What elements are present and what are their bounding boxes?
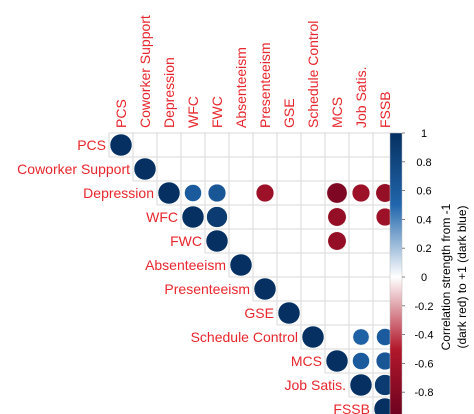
colorbar-tick-label: 0.4 — [416, 214, 431, 226]
corr-circle-depression-fwc — [207, 183, 227, 203]
corr-circle-depression-wfc — [184, 184, 202, 202]
colorbar-tick-label: -0.6 — [415, 358, 434, 370]
row-label-wfc: WFC — [146, 209, 178, 225]
corr-circle-schedule-control-job-satis — [352, 328, 370, 346]
col-label-wfc: WFC — [185, 96, 201, 128]
col-label-absenteeism: Absenteeism — [233, 47, 249, 128]
row-label-pcs: PCS — [77, 137, 106, 153]
corr-circle-presenteeism-presenteeism — [253, 277, 277, 301]
row-label-depression: Depression — [83, 185, 154, 201]
corr-circle-fwc-fwc — [205, 229, 229, 253]
colorbar-tick-label: 0 — [421, 272, 427, 284]
colorbar-title-line1: Correlation strength from -1 — [439, 203, 453, 350]
colorbar-tick-label: 0.6 — [416, 186, 431, 198]
col-label-pcs: PCS — [113, 99, 129, 128]
row-labels: PCS Coworker Support Depression WFC FWC Absen… — [17, 137, 370, 414]
circles — [109, 133, 397, 414]
colorbar-ticks: 10.80.60.40.20-0.2-0.4-0.6-0.8-1 — [402, 128, 434, 399]
row-label-fwc: FWC — [170, 233, 202, 249]
col-label-coworker-support: Coworker Support — [137, 15, 153, 128]
colorbar-tick-label: -0.4 — [415, 330, 434, 342]
corr-circle-depression-job-satis — [351, 183, 371, 203]
col-label-fssb: FSSB — [377, 91, 393, 128]
col-label-schedule-control: Schedule Control — [305, 21, 321, 128]
row-label-presenteeism: Presenteeism — [164, 281, 250, 297]
corr-circle-depression-mcs — [326, 182, 348, 204]
row-label-job-satis: Job Satis. — [285, 377, 346, 393]
corr-circle-schedule-control-schedule-control — [301, 325, 325, 349]
corr-circle-mcs-job-satis — [352, 352, 370, 370]
row-label-fssb: FSSB — [333, 401, 370, 414]
row-label-absenteeism: Absenteeism — [145, 257, 226, 273]
col-label-gse: GSE — [281, 98, 297, 128]
colorbar: 10.80.60.40.20-0.2-0.4-0.6-0.8-1 — [389, 128, 434, 414]
col-label-depression: Depression — [161, 57, 177, 128]
corr-circle-pcs-pcs — [109, 133, 133, 157]
colorbar-title-line2: (dark red) to +1 (dark blue) — [455, 205, 469, 348]
colorbar-tick-label: 1 — [421, 128, 427, 140]
corr-circle-wfc-mcs — [327, 207, 347, 227]
corr-circle-fwc-mcs — [327, 231, 347, 251]
corr-circle-job-satis-job-satis — [349, 373, 373, 397]
col-label-fwc: FWC — [209, 96, 225, 128]
corr-circle-coworker-support-coworker-support — [133, 157, 157, 181]
row-label-mcs: MCS — [291, 353, 322, 369]
corr-circle-wfc-fwc — [206, 206, 228, 228]
corr-circle-gse-gse — [277, 301, 301, 325]
colorbar-gradient — [389, 132, 403, 414]
col-label-mcs: MCS — [329, 97, 345, 128]
corr-circle-absenteeism-absenteeism — [229, 253, 253, 277]
colorbar-tick-label: -0.2 — [415, 301, 434, 313]
colorbar-tick-label: 0.8 — [416, 157, 431, 169]
col-label-job-satis: Job Satis. — [353, 67, 369, 128]
corr-circle-wfc-wfc — [181, 205, 205, 229]
row-label-gse: GSE — [244, 305, 274, 321]
column-labels: PCS Coworker Support Depression WFC FWC Absen… — [113, 15, 393, 128]
colorbar-tick-label: 0.2 — [416, 243, 431, 255]
corr-circle-mcs-mcs — [325, 349, 349, 373]
col-label-presenteeism: Presenteeism — [257, 42, 273, 128]
colorbar-tick-label: -0.8 — [415, 387, 434, 399]
corr-circle-depression-presenteeism — [255, 183, 275, 203]
row-label-coworker-support: Coworker Support — [17, 161, 130, 177]
corr-circle-depression-depression — [157, 181, 181, 205]
row-label-schedule-control: Schedule Control — [191, 329, 298, 345]
